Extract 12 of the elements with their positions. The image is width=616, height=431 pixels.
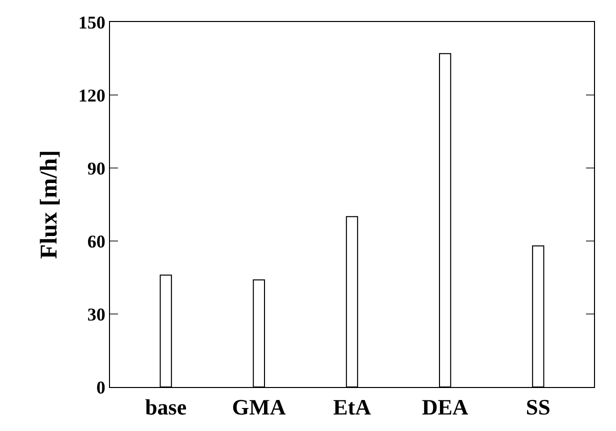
y-tick-label: 90 <box>87 158 106 178</box>
y-axis-title: Flux [m/h] <box>36 150 62 259</box>
x-tick-label: EtA <box>333 394 372 420</box>
x-tick-label: SS <box>526 394 550 420</box>
x-tick-label: base <box>145 394 187 420</box>
y-tick-label: 60 <box>87 231 106 252</box>
y-tick-label: 0 <box>96 377 106 398</box>
x-tick-label: DEA <box>422 394 468 420</box>
y-tick-label: 150 <box>78 12 106 32</box>
x-tick-label: GMA <box>232 394 286 420</box>
y-tick-label: 30 <box>87 304 106 324</box>
y-tick-label: 120 <box>78 85 106 106</box>
